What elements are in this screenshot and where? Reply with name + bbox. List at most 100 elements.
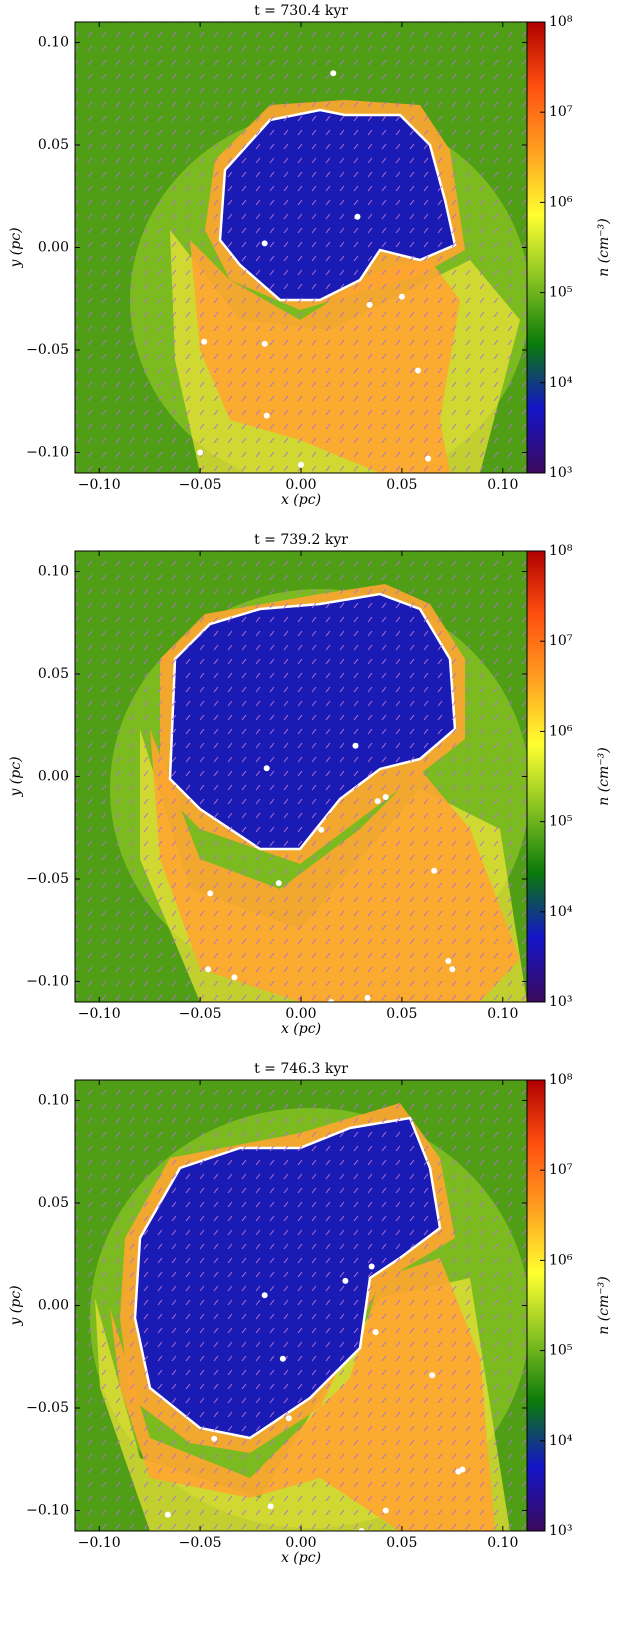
- colorbar-tick-label: 10⁶: [549, 194, 573, 210]
- colorbar-tick-label: 10⁴: [549, 375, 573, 391]
- density-map: [75, 551, 527, 1002]
- sink-particle: [263, 765, 270, 772]
- sink-particle: [445, 958, 452, 964]
- colorbar-tick-label: 10⁴: [549, 904, 573, 920]
- x-tick-label: 0.10: [487, 477, 518, 493]
- colorbar-label: n (cm⁻³): [596, 1276, 612, 1335]
- x-tick-label: 0.10: [487, 1535, 518, 1551]
- colorbar: [526, 1079, 546, 1532]
- sink-particle: [354, 213, 361, 220]
- y-tick-label: −0.05: [26, 1400, 69, 1416]
- colorbar-tick-label: 10³: [549, 994, 572, 1010]
- chart-title: t = 746.3 kyr: [254, 1061, 348, 1077]
- y-tick-label: −0.05: [26, 342, 69, 358]
- x-tick-label: −0.10: [78, 477, 121, 493]
- panel: 10³ 10⁴ 10⁵ 10⁶ 10⁷ 10⁸ n (cm⁻³) −0.10 −0.05 0.00…: [8, 1061, 612, 1566]
- sink-particle: [352, 742, 359, 749]
- sink-particle: [368, 1263, 375, 1270]
- colorbar-tick-label: 10³: [549, 1523, 572, 1539]
- sink-particle: [275, 880, 282, 887]
- sink-particle: [197, 449, 204, 456]
- x-tick-label: 0.00: [285, 1535, 316, 1551]
- sink-particle: [372, 1329, 379, 1336]
- y-tick-label: 0.10: [38, 1093, 69, 1109]
- density-map: [75, 1080, 527, 1531]
- sink-particle: [201, 338, 208, 345]
- y-tick-label: −0.10: [26, 1503, 69, 1519]
- sink-particle: [267, 1503, 274, 1510]
- sink-particle: [279, 1355, 286, 1362]
- x-axis-label: x (pc): [281, 1021, 321, 1037]
- y-axis-label: y (pc): [8, 1285, 24, 1326]
- sink-particle: [459, 1466, 466, 1473]
- x-tick-label: 0.00: [285, 477, 316, 493]
- sink-particle: [382, 794, 389, 800]
- sink-particle: [398, 293, 405, 300]
- sink-particle: [261, 1292, 268, 1299]
- colorbar-tick-label: 10⁷: [549, 1162, 573, 1178]
- panel: 10³ 10⁴ 10⁵ 10⁶ 10⁷ 10⁸ n (cm⁻³) −0.10 −0.05 0.00…: [8, 3, 612, 508]
- sink-particle: [231, 974, 238, 981]
- colorbar-tick-label: 10⁸: [549, 1072, 573, 1088]
- x-tick-label: −0.10: [78, 1006, 121, 1022]
- sink-particle: [342, 1277, 349, 1284]
- y-tick-label: −0.10: [26, 445, 69, 461]
- sink-particle: [207, 890, 214, 897]
- colorbar: [526, 21, 546, 474]
- y-tick-label: 0.00: [38, 769, 69, 785]
- sink-particle: [318, 826, 325, 833]
- colorbar-tick-label: 10⁶: [549, 1252, 573, 1268]
- sink-particle: [366, 301, 373, 308]
- colorbar-tick-label: 10⁸: [549, 14, 573, 30]
- sink-particle: [431, 867, 438, 874]
- colorbar-tick-label: 10⁷: [549, 104, 573, 120]
- colorbar-label: n (cm⁻³): [596, 747, 612, 806]
- y-tick-label: 0.10: [38, 564, 69, 580]
- sink-particle: [364, 994, 371, 1001]
- chart-title: t = 730.4 kyr: [254, 3, 348, 19]
- sink-particle: [374, 798, 381, 805]
- colorbar-tick-label: 10⁸: [549, 543, 573, 559]
- x-tick-label: 0.00: [285, 1006, 316, 1022]
- chart-title: t = 739.2 kyr: [254, 532, 348, 548]
- sink-particle: [425, 455, 432, 462]
- sink-particle: [298, 461, 304, 468]
- y-tick-label: 0.00: [38, 1298, 69, 1314]
- x-tick-label: 0.05: [386, 477, 417, 493]
- sink-particle: [382, 1507, 389, 1514]
- colorbar-tick-label: 10³: [549, 465, 572, 481]
- sink-particle: [261, 240, 268, 247]
- y-tick-label: −0.05: [26, 871, 69, 887]
- x-tick-label: 0.10: [487, 1006, 518, 1022]
- x-axis-label: x (pc): [281, 492, 321, 508]
- x-tick-label: −0.05: [179, 477, 222, 493]
- sink-particle: [211, 1435, 218, 1442]
- sink-particle: [164, 1511, 171, 1518]
- y-tick-label: 0.10: [38, 35, 69, 51]
- colorbar-tick-label: 10⁶: [549, 723, 573, 739]
- x-axis-label: x (pc): [281, 1550, 321, 1566]
- y-tick-label: 0.05: [38, 666, 69, 682]
- x-tick-label: −0.10: [78, 1535, 121, 1551]
- x-tick-label: 0.05: [386, 1006, 417, 1022]
- y-tick-label: 0.05: [38, 137, 69, 153]
- y-axis-label: y (pc): [8, 756, 24, 797]
- sink-particle: [261, 340, 268, 347]
- colorbar-label: n (cm⁻³): [596, 218, 612, 277]
- colorbar-tick-label: 10⁷: [549, 633, 573, 649]
- sink-particle: [449, 966, 456, 973]
- sink-particle: [429, 1372, 436, 1379]
- density-map: [75, 22, 527, 473]
- y-tick-label: 0.00: [38, 240, 69, 256]
- sink-particle: [205, 966, 212, 973]
- colorbar-tick-label: 10⁵: [549, 285, 573, 301]
- sink-particle: [285, 1415, 292, 1422]
- colorbar-tick-label: 10⁵: [549, 814, 573, 830]
- y-tick-label: −0.10: [26, 974, 69, 990]
- x-tick-label: −0.05: [179, 1535, 222, 1551]
- sink-particle: [415, 367, 422, 374]
- colorbar-tick-label: 10⁴: [549, 1433, 573, 1449]
- colorbar: [526, 550, 546, 1003]
- colorbar-tick-label: 10⁵: [549, 1343, 573, 1359]
